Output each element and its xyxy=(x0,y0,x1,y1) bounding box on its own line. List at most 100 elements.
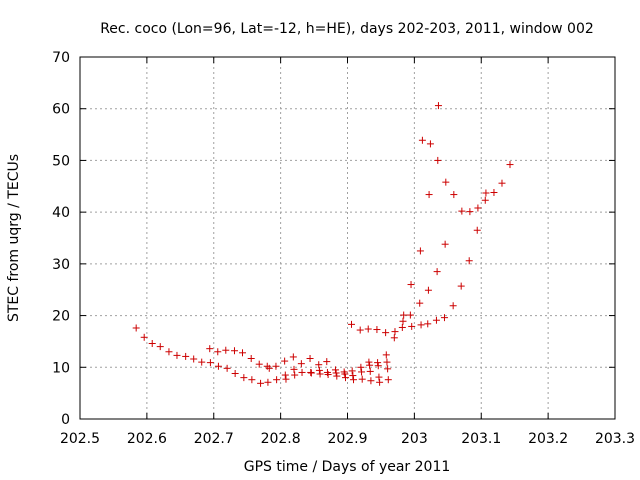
data-point xyxy=(442,178,450,186)
data-point xyxy=(248,376,256,384)
data-point xyxy=(198,358,206,366)
x-tick-label: 203 xyxy=(401,431,428,447)
y-tick-label: 40 xyxy=(52,205,70,221)
data-point xyxy=(272,362,280,370)
data-point xyxy=(281,357,289,365)
data-point xyxy=(384,376,392,384)
data-point xyxy=(481,196,489,204)
data-point xyxy=(223,364,231,372)
data-point xyxy=(418,136,426,144)
data-point xyxy=(357,363,365,371)
data-point xyxy=(315,361,323,369)
x-tick-label: 203.1 xyxy=(461,431,501,447)
data-point xyxy=(366,367,374,375)
data-point xyxy=(358,375,366,383)
data-point xyxy=(365,358,373,366)
data-point xyxy=(358,368,366,376)
data-point xyxy=(298,368,306,376)
y-tick-label: 10 xyxy=(52,360,70,376)
data-point xyxy=(240,374,248,382)
data-point xyxy=(382,351,390,359)
data-point xyxy=(449,302,457,310)
data-point xyxy=(465,257,473,265)
data-point xyxy=(190,355,198,363)
x-tick-label: 202.8 xyxy=(261,431,301,447)
data-point xyxy=(323,358,331,366)
data-point xyxy=(214,362,222,370)
data-point xyxy=(433,268,441,276)
data-point xyxy=(341,374,349,382)
x-tick-label: 202.7 xyxy=(194,431,234,447)
data-point xyxy=(290,365,298,373)
data-point xyxy=(264,378,272,386)
data-point xyxy=(482,189,490,197)
data-point xyxy=(416,247,424,255)
data-point xyxy=(440,314,448,322)
data-point xyxy=(417,321,425,329)
data-point xyxy=(498,179,506,187)
data-point xyxy=(148,339,156,347)
data-point xyxy=(434,156,442,164)
data-point xyxy=(206,345,214,353)
data-point xyxy=(441,240,449,248)
y-tick-label: 20 xyxy=(52,309,70,325)
data-point xyxy=(348,320,356,328)
axis-ticks: 202.5 202.6 202.7 202.8 202.9 203 203.1 203.2 20… xyxy=(52,50,635,447)
data-point xyxy=(307,369,315,377)
data-point xyxy=(324,371,332,379)
data-point xyxy=(367,377,375,385)
data-point xyxy=(306,354,314,362)
data-point xyxy=(231,369,239,377)
data-point xyxy=(273,376,281,384)
data-point xyxy=(374,359,382,367)
data-point xyxy=(416,299,424,307)
data-point xyxy=(348,367,356,375)
data-point xyxy=(247,354,255,362)
data-point xyxy=(182,352,190,360)
data-point xyxy=(424,286,432,294)
data-point xyxy=(384,365,392,373)
x-axis-label: GPS time / Days of year 2011 xyxy=(244,459,451,475)
y-tick-label: 0 xyxy=(61,412,70,428)
data-point xyxy=(356,326,364,334)
y-tick-label: 70 xyxy=(52,50,70,66)
data-point xyxy=(132,324,140,332)
data-point xyxy=(383,358,391,366)
data-point xyxy=(398,323,406,331)
data-point xyxy=(281,371,289,379)
data-point xyxy=(289,353,297,361)
data-point xyxy=(434,102,442,110)
data-point xyxy=(173,351,181,359)
data-point xyxy=(206,359,214,367)
data-point xyxy=(349,372,357,380)
data-point xyxy=(406,311,414,319)
y-tick-label: 30 xyxy=(52,257,70,273)
data-point xyxy=(450,191,458,199)
data-point xyxy=(316,370,324,378)
data-point xyxy=(333,372,341,380)
data-point xyxy=(230,347,238,355)
data-point xyxy=(291,371,299,379)
data-point xyxy=(458,207,466,215)
data-point xyxy=(426,140,434,148)
data-point xyxy=(400,311,408,319)
data-point xyxy=(399,317,407,325)
data-point xyxy=(390,334,398,342)
data-point xyxy=(297,360,305,368)
data-point xyxy=(466,208,474,216)
x-tick-label: 202.5 xyxy=(60,431,100,447)
y-tick-label: 60 xyxy=(52,102,70,118)
data-point xyxy=(140,333,148,341)
data-point xyxy=(214,348,222,356)
data-point xyxy=(376,378,384,386)
data-point xyxy=(432,316,440,324)
data-point xyxy=(457,282,465,290)
data-point xyxy=(255,360,263,368)
data-point xyxy=(257,379,265,387)
data-point xyxy=(222,346,230,354)
data-point xyxy=(424,320,432,328)
x-tick-label: 203.3 xyxy=(595,431,635,447)
data-point xyxy=(315,366,323,374)
data-point xyxy=(407,281,415,289)
